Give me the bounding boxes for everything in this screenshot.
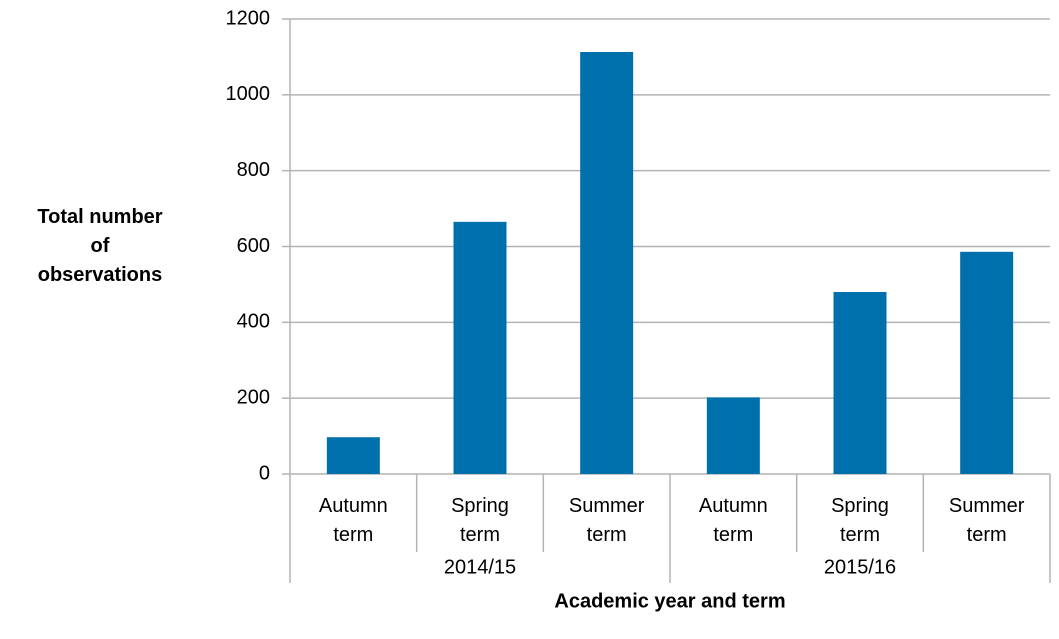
x-axis-title: Academic year and term (554, 590, 785, 612)
bar (833, 292, 887, 474)
bar (326, 437, 380, 474)
x-tick-label: Autumn term (699, 495, 768, 546)
bar (580, 51, 634, 475)
y-tick-label: 1200 (226, 7, 271, 29)
x-tick-label: Spring term (831, 495, 889, 546)
x-tick-label: Spring term (451, 495, 509, 546)
group-label: 2014/15 (444, 556, 516, 578)
y-tick-label: 400 (237, 311, 270, 333)
bar (706, 397, 760, 474)
y-tick-label: 800 (237, 159, 270, 181)
group-label: 2015/16 (824, 556, 896, 578)
y-axis-title: Total number of observations (37, 206, 162, 286)
x-tick-label: Summer term (569, 495, 645, 546)
y-tick-label: 1000 (226, 83, 271, 105)
y-tick-label: 600 (237, 235, 270, 257)
bar (960, 251, 1014, 474)
x-tick-label: Summer term (949, 495, 1025, 546)
x-tick-label: Autumn term (319, 495, 388, 546)
y-tick-label: 200 (237, 386, 270, 408)
y-tick-label: 0 (259, 462, 270, 484)
bar (453, 221, 507, 474)
